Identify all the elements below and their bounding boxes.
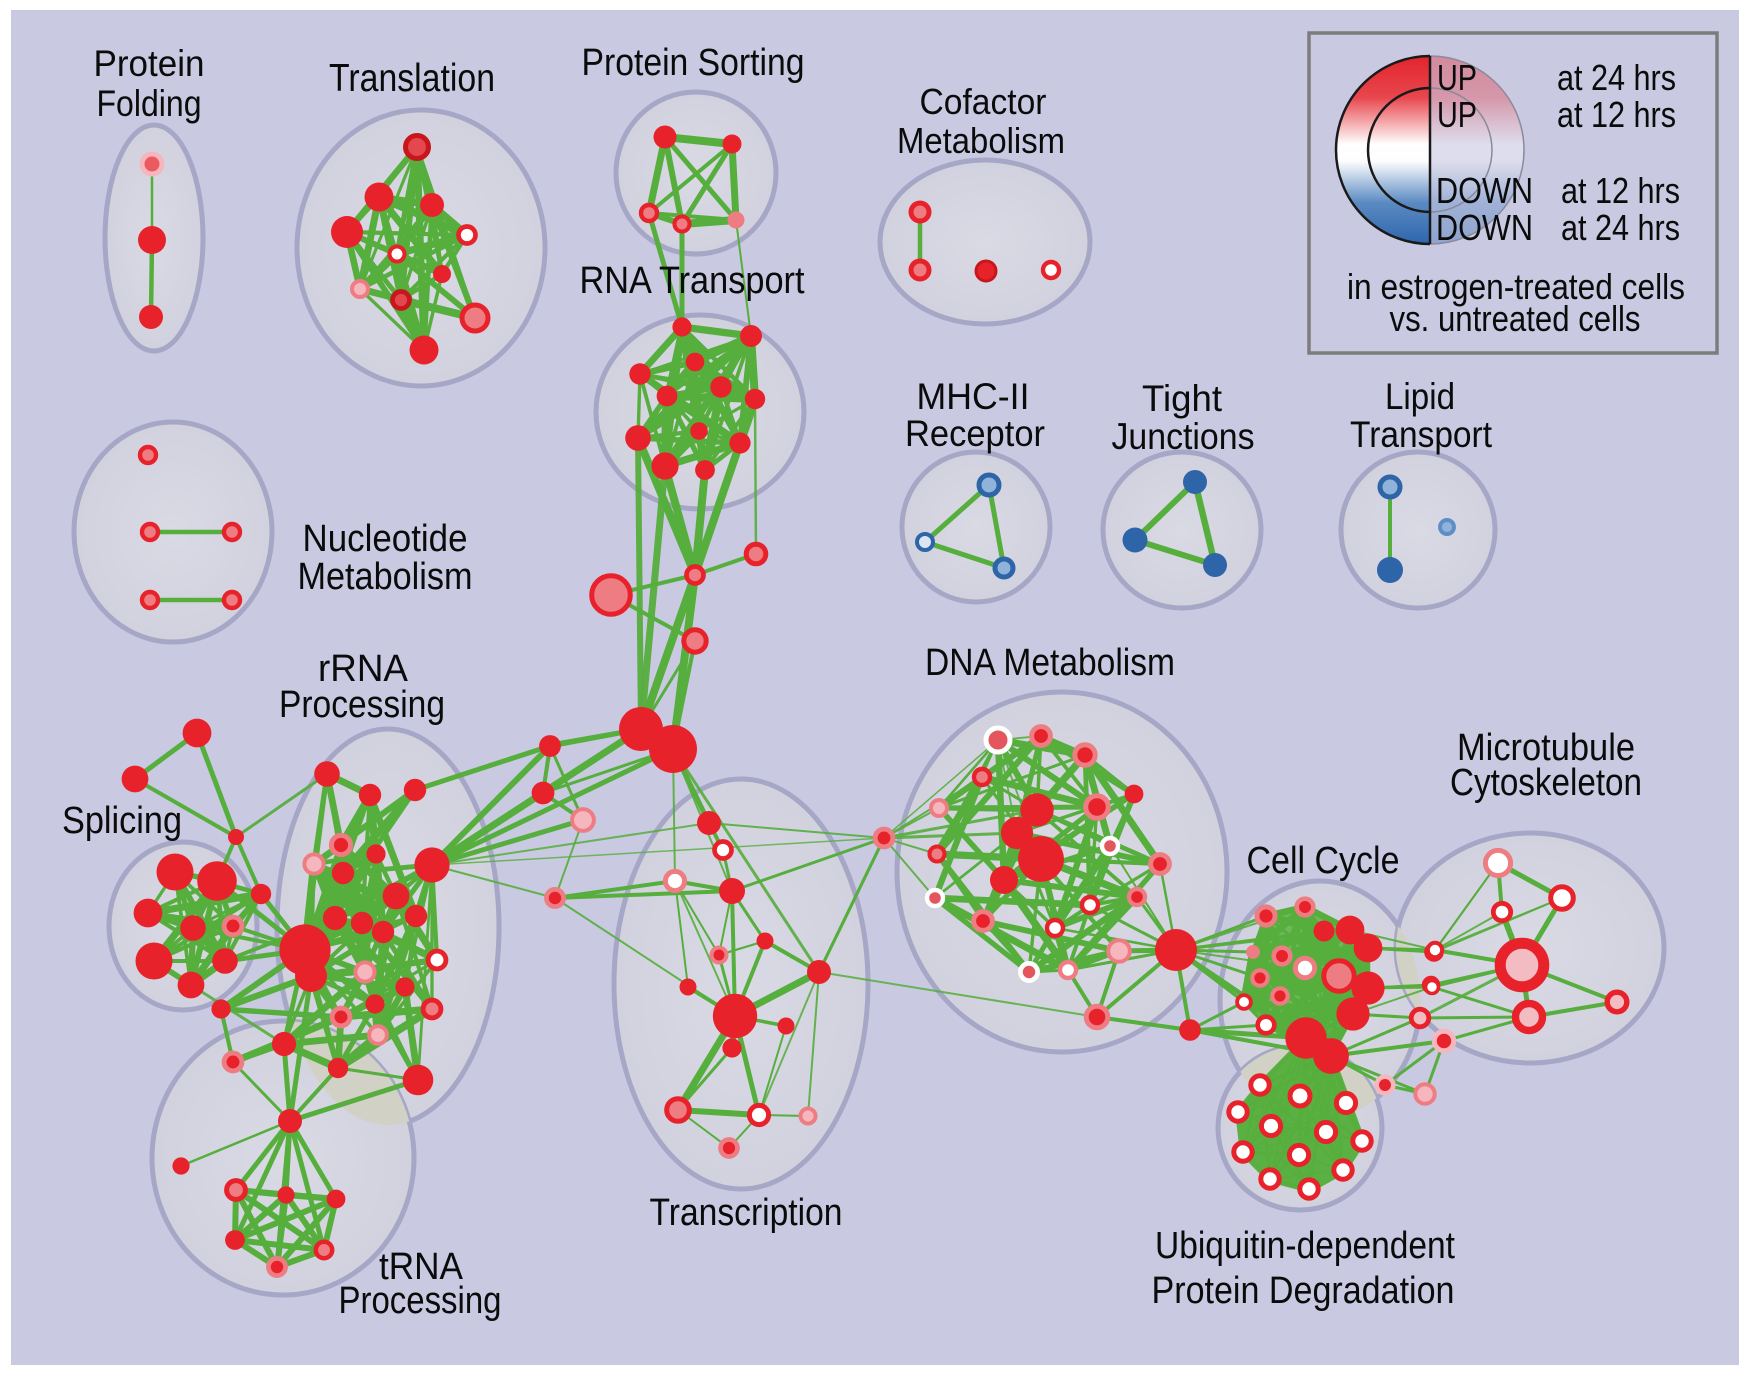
svg-text:Junctions: Junctions [1112, 416, 1255, 457]
svg-text:Processing: Processing [339, 1280, 502, 1322]
svg-text:DOWN: DOWN [1436, 207, 1533, 248]
svg-text:vs. untreated cells: vs. untreated cells [1390, 298, 1641, 339]
svg-text:Microtubule: Microtubule [1457, 727, 1635, 769]
svg-text:at 24 hrs: at 24 hrs [1561, 207, 1680, 248]
svg-text:Ubiquitin-dependent: Ubiquitin-dependent [1155, 1225, 1455, 1267]
svg-text:Translation: Translation [329, 57, 495, 100]
svg-text:Tight: Tight [1142, 378, 1223, 419]
svg-text:DNA Metabolism: DNA Metabolism [925, 642, 1175, 684]
svg-text:rRNA: rRNA [318, 648, 409, 690]
svg-text:UP: UP [1437, 57, 1477, 98]
svg-text:Transcription: Transcription [650, 1192, 843, 1234]
svg-text:in estrogen-treated cells: in estrogen-treated cells [1347, 266, 1685, 307]
svg-text:Transport: Transport [1350, 414, 1493, 455]
svg-text:at 12 hrs: at 12 hrs [1557, 94, 1676, 135]
svg-text:Receptor: Receptor [905, 413, 1045, 454]
svg-text:tRNA: tRNA [379, 1246, 464, 1288]
svg-text:MHC-II: MHC-II [917, 376, 1030, 417]
svg-text:UP: UP [1437, 94, 1477, 135]
svg-text:Protein Degradation: Protein Degradation [1152, 1270, 1455, 1312]
svg-text:Protein: Protein [94, 43, 205, 84]
svg-text:Lipid: Lipid [1385, 376, 1455, 417]
svg-text:RNA Transport: RNA Transport [580, 260, 805, 302]
svg-text:Folding: Folding [97, 83, 202, 124]
svg-text:Cofactor: Cofactor [920, 81, 1047, 122]
svg-text:DOWN: DOWN [1436, 170, 1533, 211]
svg-text:Cytoskeleton: Cytoskeleton [1450, 762, 1642, 804]
svg-text:at 12 hrs: at 12 hrs [1561, 170, 1680, 211]
svg-text:Metabolism: Metabolism [298, 556, 473, 598]
svg-text:Nucleotide: Nucleotide [303, 518, 468, 560]
svg-text:Metabolism: Metabolism [897, 120, 1065, 161]
svg-text:Cell Cycle: Cell Cycle [1247, 840, 1400, 882]
svg-text:Processing: Processing [279, 684, 445, 726]
svg-text:Splicing: Splicing [62, 800, 182, 842]
svg-text:at 24 hrs: at 24 hrs [1557, 57, 1676, 98]
svg-text:Protein Sorting: Protein Sorting [582, 42, 805, 84]
